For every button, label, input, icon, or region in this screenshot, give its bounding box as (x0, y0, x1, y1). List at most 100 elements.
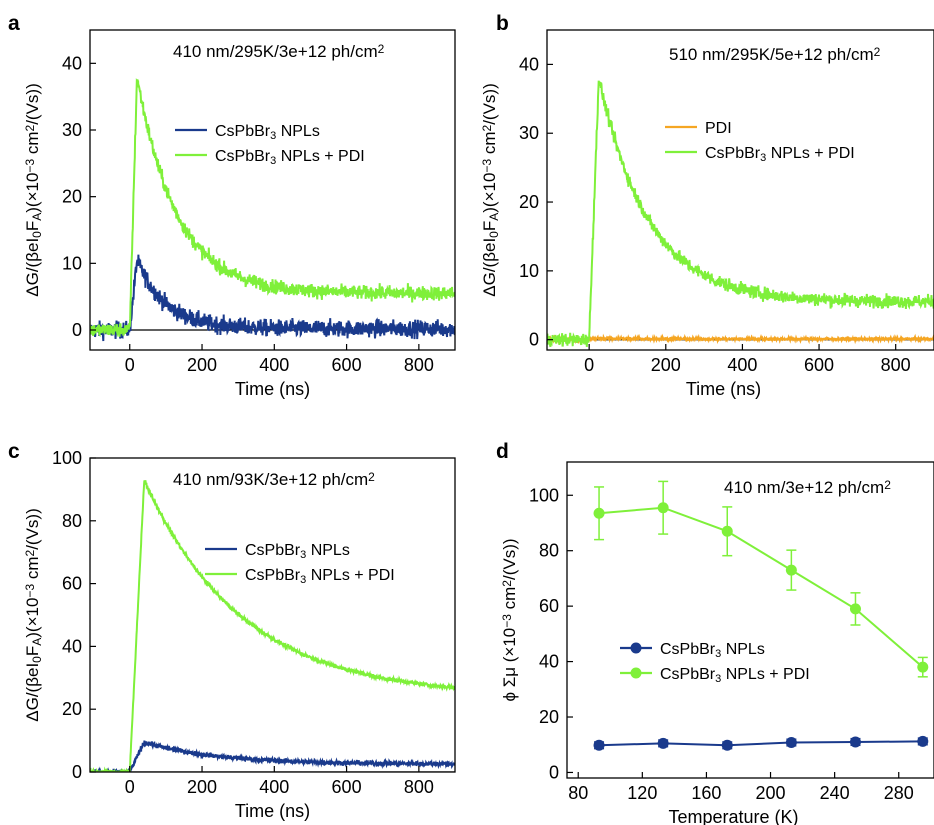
legend-label: CsPbBr3 NPLs (660, 641, 765, 660)
y-tick-label: 0 (549, 762, 559, 782)
plot-area (90, 480, 455, 772)
data-point (917, 661, 929, 673)
data-point (657, 737, 669, 749)
y-tick-label: 20 (62, 699, 82, 719)
data-point (721, 739, 733, 751)
data-point (593, 739, 605, 751)
x-tick-label: 200 (756, 783, 786, 803)
series-line-1 (90, 740, 455, 772)
x-tick-label: 400 (259, 777, 289, 797)
annotation: 410 nm/3e+12 ph/cm2 (724, 478, 891, 497)
y-tick-label: 80 (62, 511, 82, 531)
series-line-1 (90, 254, 455, 342)
panel-letter: c (8, 440, 20, 463)
legend-label: PDI (705, 120, 732, 137)
x-tick-label: 800 (404, 355, 434, 375)
x-tick-label: 400 (727, 355, 757, 375)
y-tick-label: 0 (72, 320, 82, 340)
x-axis-label: Time (ns) (235, 801, 310, 821)
y-axis-label: ΔG/(βeI0FA)(×10−3 cm2/(Vs)) (23, 508, 44, 722)
legend-label: CsPbBr3 NPLs (215, 123, 320, 142)
y-tick-label: 20 (519, 192, 539, 212)
x-tick-label: 0 (125, 355, 135, 375)
x-tick-label: 800 (881, 355, 911, 375)
plot-frame (566, 461, 934, 779)
legend-label: CsPbBr3 NPLs + PDI (660, 666, 810, 685)
y-tick-label: 40 (539, 652, 559, 672)
plot-area (90, 77, 455, 342)
annotation: 410 nm/93K/3e+12 ph/cm2 (173, 470, 375, 489)
x-tick-label: 160 (691, 783, 721, 803)
y-tick-label: 40 (62, 53, 82, 73)
y-tick-label: 100 (52, 448, 82, 468)
x-tick-label: 800 (404, 777, 434, 797)
series-line-1 (547, 333, 934, 345)
panel-a: a 0 200 400 600 800 0 10 20 30 40 Time (ns) ΔG/(βeI0… (8, 12, 456, 399)
x-tick-label: 600 (332, 355, 362, 375)
panel-letter: d (496, 440, 509, 463)
series-line-2 (90, 77, 455, 338)
y-tick-label: 80 (539, 541, 559, 561)
y-tick-label: 60 (62, 574, 82, 594)
y-tick-label: 10 (519, 261, 539, 281)
y-tick-label: 0 (72, 762, 82, 782)
data-point (917, 735, 929, 747)
y-tick-label: 20 (62, 187, 82, 207)
x-tick-label: 200 (651, 355, 681, 375)
data-point (785, 564, 797, 576)
series-line-2 (598, 506, 924, 668)
data-point (849, 736, 861, 748)
x-tick-label: 0 (125, 777, 135, 797)
y-tick-label: 20 (539, 707, 559, 727)
legend-marker (630, 667, 642, 679)
plot-area (593, 480, 929, 751)
data-point (849, 603, 861, 615)
x-tick-label: 240 (820, 783, 850, 803)
panel-d: d 80 120 160 200 240 280 0 20 40 60 80 100 Temperatur… (496, 440, 934, 825)
y-tick-label: 60 (539, 596, 559, 616)
series-line-1 (599, 740, 923, 747)
y-tick-label: 100 (529, 485, 559, 505)
y-tick-label: 10 (62, 253, 82, 273)
x-tick-label: 80 (568, 783, 588, 803)
x-tick-label: 600 (332, 777, 362, 797)
annotation: 410 nm/295K/3e+12 ph/cm2 (173, 42, 385, 61)
x-axis-label: Time (ns) (235, 379, 310, 399)
x-tick-label: 280 (884, 783, 914, 803)
x-tick-label: 600 (804, 355, 834, 375)
y-tick-label: 30 (519, 123, 539, 143)
y-tick-label: 30 (62, 120, 82, 140)
data-point (721, 525, 733, 537)
data-point (785, 737, 797, 749)
x-axis-label: Time (ns) (686, 379, 761, 399)
y-tick-label: 0 (529, 330, 539, 350)
data-point (657, 502, 669, 514)
y-axis-label: ϕ Σμ (×10−3 cm2/(Vs)) (500, 538, 519, 701)
plot-frame (89, 457, 456, 773)
x-axis-label: Temperature (K) (668, 807, 798, 825)
x-tick-label: 200 (187, 355, 217, 375)
panel-letter: b (496, 12, 509, 35)
plot-frame (546, 29, 934, 351)
panel-c: c 0 200 400 600 800 0 20 40 60 80 100 Time (ns) ΔG/(β… (8, 440, 456, 821)
legend-label: CsPbBr3 NPLs + PDI (215, 148, 365, 167)
y-axis-label: ΔG/(βeI0FA)(×10−3 cm2/(Vs)) (480, 83, 501, 297)
legend-marker (630, 642, 642, 654)
legend-label: CsPbBr3 NPLs + PDI (705, 145, 855, 164)
x-tick-label: 400 (259, 355, 289, 375)
series-line-2 (547, 80, 934, 348)
plot-frame (89, 29, 456, 351)
legend-label: CsPbBr3 NPLs + PDI (245, 567, 395, 586)
data-point (593, 507, 605, 519)
panel-letter: a (8, 12, 20, 35)
x-tick-label: 0 (584, 355, 594, 375)
panel-b: b 0 200 400 600 800 0 10 20 30 40 Time (ns) ΔG/(βeI0… (480, 12, 934, 399)
annotation: 510 nm/295K/5e+12 ph/cm2 (669, 45, 881, 64)
x-tick-label: 120 (627, 783, 657, 803)
y-axis-label: ΔG/(βeI0FA)(×10−3 cm2/(Vs)) (23, 83, 44, 297)
series-line-2 (90, 480, 455, 772)
x-tick-label: 200 (187, 777, 217, 797)
legend-label: CsPbBr3 NPLs (245, 542, 350, 561)
y-tick-label: 40 (62, 636, 82, 656)
